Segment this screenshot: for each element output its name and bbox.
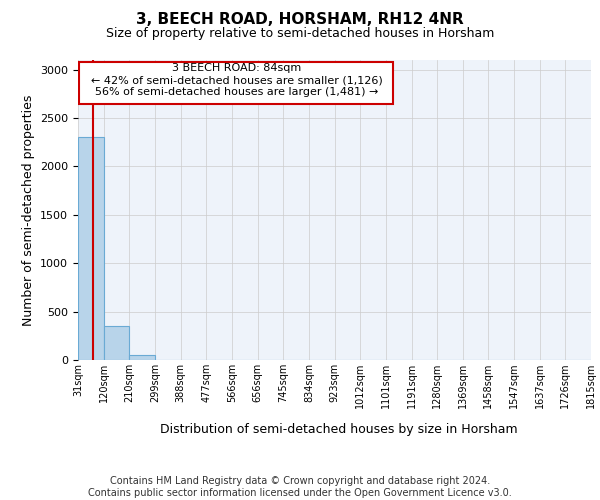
Text: 3 BEECH ROAD: 84sqm: 3 BEECH ROAD: 84sqm [172,63,301,73]
Bar [130,355,155,360]
Text: ← 42% of semi-detached houses are smaller (1,126): ← 42% of semi-detached houses are smalle… [91,76,382,86]
FancyBboxPatch shape [79,62,394,104]
Bar [78,138,104,360]
Text: Size of property relative to semi-detached houses in Horsham: Size of property relative to semi-detach… [106,28,494,40]
Text: Distribution of semi-detached houses by size in Horsham: Distribution of semi-detached houses by … [160,422,518,436]
Text: 56% of semi-detached houses are larger (1,481) →: 56% of semi-detached houses are larger (… [95,87,378,97]
Text: 3, BEECH ROAD, HORSHAM, RH12 4NR: 3, BEECH ROAD, HORSHAM, RH12 4NR [136,12,464,28]
Text: Contains HM Land Registry data © Crown copyright and database right 2024.
Contai: Contains HM Land Registry data © Crown c… [88,476,512,498]
Bar [104,326,130,360]
Y-axis label: Number of semi-detached properties: Number of semi-detached properties [22,94,35,326]
